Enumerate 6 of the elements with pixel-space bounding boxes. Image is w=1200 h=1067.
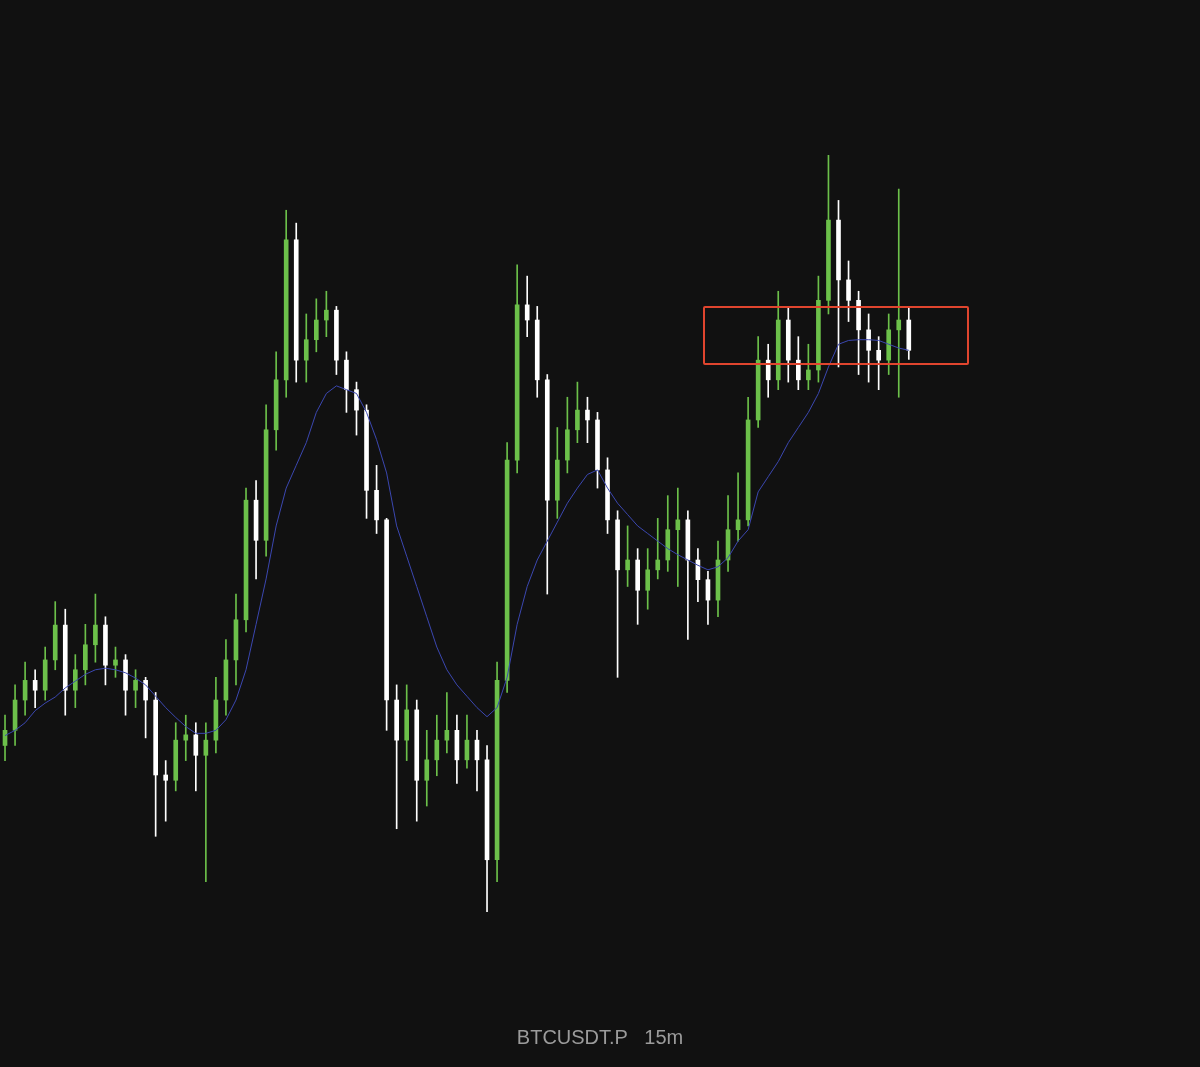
text: BTCUSDT.P 15m (515, 1026, 685, 1049)
candlestick (675, 487, 681, 587)
candlestick (524, 275, 530, 338)
candlestick (655, 518, 661, 580)
candlestick (896, 188, 902, 398)
candlestick (163, 760, 169, 822)
